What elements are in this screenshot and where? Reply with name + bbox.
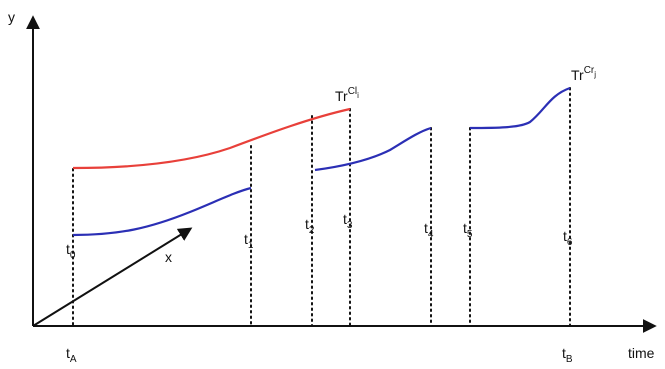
label-t6: t6	[563, 228, 573, 248]
y-axis-label: y	[8, 9, 15, 25]
label-t1: t1	[244, 231, 254, 251]
label-tr-cr: TrCrj	[571, 65, 596, 83]
label-t3: t3	[343, 211, 353, 231]
label-t0: t0	[66, 241, 76, 261]
label-tB: tB	[562, 345, 573, 365]
label-t5: t5	[463, 220, 473, 240]
label-tA: tA	[66, 345, 77, 365]
label-tr-cl: TrCli	[335, 86, 359, 104]
blue-trajectory-1	[72, 186, 252, 237]
red-trajectory	[72, 107, 351, 170]
label-t2: t2	[305, 216, 315, 236]
time-axis-label: time	[628, 345, 655, 361]
blue-trajectory-2	[314, 126, 432, 172]
x-direction-arrow	[32, 227, 193, 327]
blue-trajectory-3	[469, 86, 571, 130]
label-t4: t4	[424, 220, 434, 240]
x-direction-label: x	[165, 249, 172, 265]
